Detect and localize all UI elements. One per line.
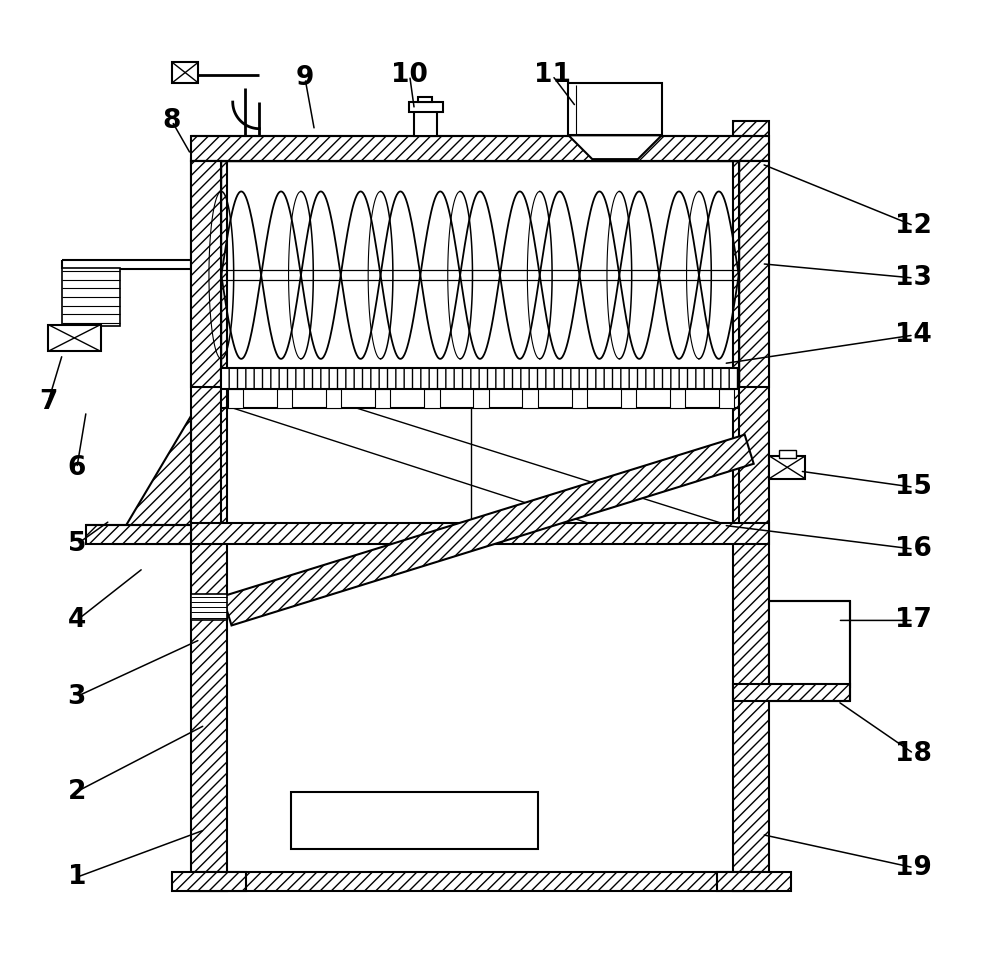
Bar [473, 389, 489, 408]
Bar [769, 455, 805, 479]
Bar [568, 83, 662, 135]
Bar [191, 136, 769, 161]
Bar [733, 684, 850, 702]
Text: 1: 1 [68, 865, 86, 890]
Text: 8: 8 [163, 108, 181, 134]
Bar [48, 324, 101, 351]
Polygon shape [115, 416, 191, 544]
Bar [86, 525, 191, 544]
Bar [172, 62, 198, 83]
Text: 6: 6 [68, 455, 86, 482]
Bar [670, 389, 685, 408]
Bar [779, 450, 796, 457]
Text: 19: 19 [895, 855, 932, 881]
Bar [414, 110, 437, 136]
Text: 3: 3 [68, 683, 86, 709]
Text: 18: 18 [895, 740, 932, 766]
Bar [739, 161, 769, 387]
Polygon shape [568, 135, 662, 159]
Bar [375, 389, 390, 408]
Text: 11: 11 [534, 63, 571, 89]
Bar [172, 872, 246, 892]
Bar [277, 389, 292, 408]
Bar [221, 369, 739, 389]
Text: 10: 10 [391, 63, 428, 89]
Bar [769, 601, 850, 687]
Bar [228, 389, 243, 408]
Bar [409, 102, 443, 112]
Bar [191, 593, 227, 620]
Text: 15: 15 [895, 474, 932, 500]
Text: 9: 9 [296, 66, 314, 92]
Text: 12: 12 [895, 212, 932, 238]
Text: 14: 14 [895, 322, 932, 348]
Bar [326, 389, 341, 408]
Bar [291, 791, 538, 848]
Text: 2: 2 [68, 779, 86, 805]
Bar [191, 523, 769, 544]
Text: 4: 4 [68, 607, 86, 633]
Text: 7: 7 [39, 389, 57, 415]
Bar [621, 389, 636, 408]
Polygon shape [223, 434, 754, 625]
Bar [717, 872, 791, 892]
Bar [719, 389, 734, 408]
Bar [191, 872, 769, 892]
Text: 16: 16 [895, 537, 932, 562]
Bar [191, 161, 221, 387]
Bar [191, 159, 227, 892]
Bar [572, 389, 587, 408]
Text: 13: 13 [895, 265, 932, 291]
Bar [62, 268, 120, 325]
Bar [522, 389, 538, 408]
Bar [424, 389, 440, 408]
Bar [418, 97, 432, 102]
Bar [733, 121, 769, 892]
Text: 17: 17 [895, 607, 932, 633]
Text: 5: 5 [68, 532, 86, 558]
